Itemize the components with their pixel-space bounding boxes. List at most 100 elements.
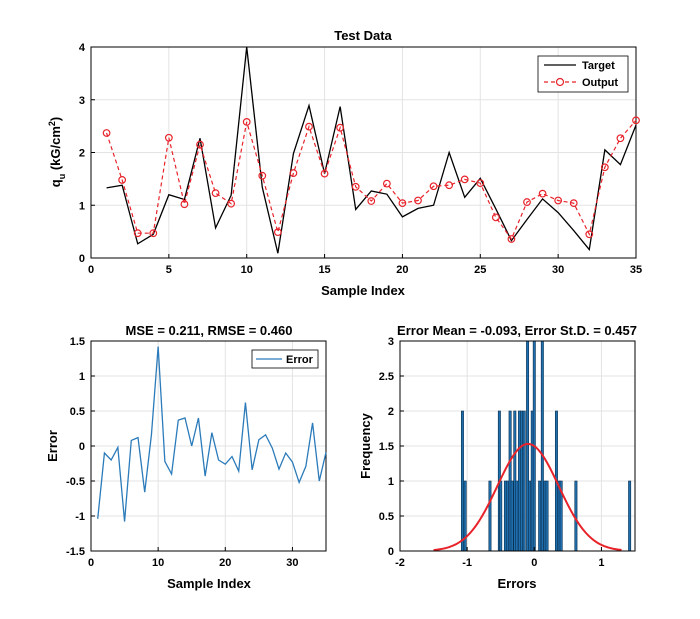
y-label-unit-close: ) <box>48 117 63 121</box>
x-tick-label: 0 <box>88 264 94 276</box>
y-tick-label: -0.5 <box>66 476 85 488</box>
legend-label-output: Output <box>582 77 618 89</box>
output-point <box>460 175 469 184</box>
x-tick-label: 5 <box>166 264 172 276</box>
output-point <box>491 213 500 222</box>
output-point <box>258 171 267 180</box>
output-point <box>133 229 142 238</box>
y-axis-label-br: Frequency <box>358 412 373 479</box>
x-axis-label-br: Errors <box>497 576 536 591</box>
output-point <box>523 198 531 206</box>
x-tick-label: -2 <box>395 557 405 569</box>
x-tick-label: 1 <box>598 557 604 569</box>
x-tick-label: 30 <box>552 264 564 276</box>
y-tick-label: 1 <box>79 371 85 383</box>
x-tick-label: 0 <box>88 557 94 569</box>
legend-label-target: Target <box>582 60 615 72</box>
x-axis-label-top: Sample Index <box>321 283 406 298</box>
output-point <box>569 199 578 208</box>
output-point <box>305 122 313 131</box>
chart-title-br: Error Mean = -0.093, Error St.D. = 0.457 <box>397 323 637 338</box>
histogram-bar <box>515 480 519 552</box>
legend-box-top <box>537 55 629 93</box>
y-label-unit-open: (kG/cm <box>48 126 63 174</box>
output-point <box>164 133 173 142</box>
x-tick-label: 20 <box>396 264 408 276</box>
output-point <box>196 140 204 149</box>
series-line-error <box>97 346 327 522</box>
histogram-bar <box>520 410 523 552</box>
x-tick-label: 15 <box>318 264 330 276</box>
output-point <box>118 176 127 184</box>
y-tick-label: 2 <box>388 406 394 418</box>
series-line-target <box>106 46 637 254</box>
ticks-top: 0 5 10 15 20 25 30 35 0 1 2 3 4 <box>79 42 642 276</box>
histogram-bar <box>522 410 526 552</box>
histogram-bar <box>505 480 509 552</box>
output-point <box>632 116 640 125</box>
y-tick-label: 0.5 <box>379 511 394 523</box>
y-tick-label: 0 <box>79 441 85 453</box>
output-point <box>476 179 485 187</box>
series-line-output <box>106 119 637 241</box>
y-tick-label: 4 <box>79 42 86 54</box>
histogram-bar <box>499 480 503 552</box>
output-point <box>382 179 391 188</box>
y-tick-label: 3 <box>388 336 394 348</box>
legend-bl: Error <box>251 349 319 369</box>
y-tick-label: 1 <box>388 476 394 488</box>
x-tick-label: 35 <box>630 264 642 276</box>
output-point <box>445 181 454 190</box>
output-point <box>289 169 298 177</box>
ticks-br: -2 -1 0 1 0 0.5 1 1.5 2 2.5 3 <box>379 336 605 569</box>
x-axis-label-bl: Sample Index <box>167 576 252 591</box>
x-tick-label: 25 <box>474 264 486 276</box>
histogram-bar <box>463 480 467 552</box>
chart-test-data: 0 5 10 15 20 25 30 35 0 1 2 3 4 Test Data Sample Ind… <box>47 28 642 298</box>
output-point <box>554 196 563 205</box>
x-tick-label: 0 <box>531 557 537 569</box>
ticks-bl: 0 10 20 30 -1.5 -1 -0.5 0 0.5 1 1.5 <box>66 336 299 569</box>
output-point <box>367 197 376 205</box>
histogram-bar <box>510 480 514 552</box>
y-tick-label: 2.5 <box>379 371 394 383</box>
y-axis-label-bl: Error <box>45 430 60 462</box>
output-point <box>102 129 111 137</box>
output-point <box>273 228 282 237</box>
legend-box-bl <box>251 349 319 369</box>
y-tick-label: 3 <box>79 95 85 107</box>
histogram-bar <box>460 410 464 552</box>
y-label-unit-sup: 2 <box>47 121 57 126</box>
output-point <box>351 182 360 191</box>
y-axis-label-top: qu (kG/cm2) <box>47 117 67 188</box>
x-tick-label: 10 <box>241 264 253 276</box>
output-point <box>211 189 220 198</box>
output-point <box>180 200 189 209</box>
legend-marker-output <box>555 77 565 87</box>
y-tick-label: 0 <box>388 546 394 558</box>
x-tick-label: 10 <box>152 557 164 569</box>
y-tick-label: 1 <box>79 200 85 212</box>
chart-title-bl: MSE = 0.211, RMSE = 0.460 <box>126 323 293 338</box>
histogram-bar <box>540 340 544 552</box>
histogram-bar <box>574 480 578 552</box>
y-tick-label: -1.5 <box>66 546 85 558</box>
output-point <box>320 169 329 178</box>
y-tick-label: 2 <box>79 148 85 160</box>
y-tick-label: 1.5 <box>70 336 85 348</box>
histogram-bar <box>545 480 549 552</box>
y-label-sub: u <box>57 174 67 180</box>
chart-error-histogram: -2 -1 0 1 0 0.5 1 1.5 2 2.5 3 Error Mean = -0.093,… <box>358 323 637 591</box>
output-point <box>149 229 158 238</box>
series-top <box>102 46 640 254</box>
output-point <box>507 235 516 243</box>
y-tick-label: -1 <box>75 511 85 523</box>
histogram-bar <box>628 480 632 552</box>
bars-br <box>433 340 632 552</box>
output-point <box>398 199 407 208</box>
histogram-bar <box>538 480 542 552</box>
output-point <box>242 118 251 126</box>
output-point <box>538 189 547 198</box>
